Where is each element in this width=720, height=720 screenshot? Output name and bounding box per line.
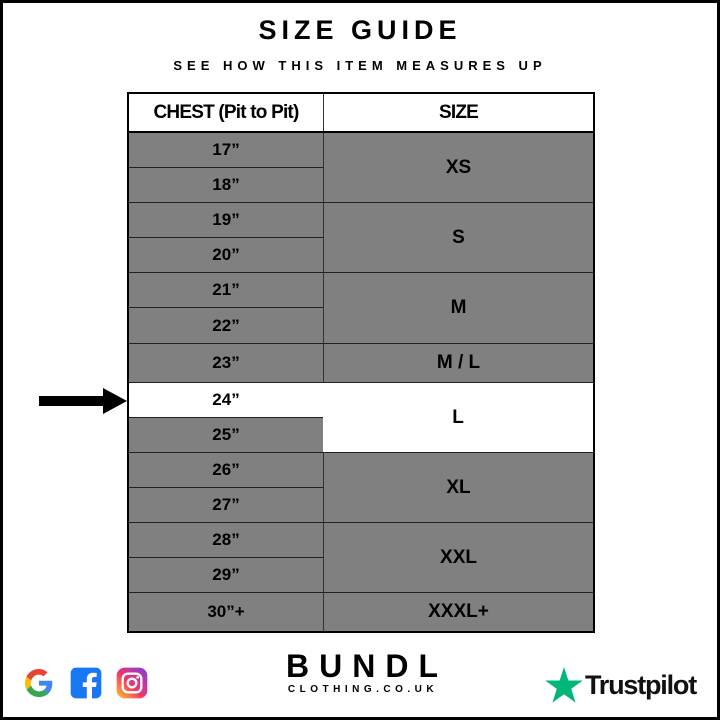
- size-cell: M / L: [324, 344, 593, 383]
- chest-cell: 27”: [129, 488, 324, 523]
- chest-cell: 18”: [129, 168, 324, 203]
- chest-cell: 24”: [129, 383, 324, 418]
- chest-cell: 19”: [129, 203, 324, 238]
- size-cell: XXL: [324, 523, 593, 593]
- chest-cell: 29”: [129, 558, 324, 593]
- google-icon[interactable]: [23, 667, 55, 699]
- trustpilot-star-icon: [545, 667, 583, 703]
- brand-url: CLOTHING.CO.UK: [287, 684, 439, 695]
- chest-cell: 20”: [129, 238, 324, 273]
- size-cell: S: [324, 203, 593, 273]
- size-table: CHEST (Pit to Pit) SIZE 17” 18” 19” 20” 21” 2…: [127, 92, 595, 633]
- header-chest: CHEST (Pit to Pit): [129, 94, 324, 133]
- arrow-right-icon: [39, 388, 127, 414]
- header-size: SIZE: [324, 94, 593, 133]
- trustpilot-logo[interactable]: Trustpilot: [545, 667, 697, 703]
- page-subtitle: SEE HOW THIS ITEM MEASURES UP: [173, 58, 547, 73]
- chest-cell: 28”: [129, 523, 324, 558]
- chest-cell: 22”: [129, 308, 324, 344]
- instagram-icon[interactable]: [116, 667, 148, 699]
- chest-cell: 21”: [129, 273, 324, 308]
- chest-cell: 30”+: [129, 593, 324, 631]
- size-cell: M: [324, 273, 593, 344]
- trustpilot-label: Trustpilot: [585, 669, 697, 700]
- brand-name: BUNDL: [286, 648, 448, 684]
- chest-cell: 26”: [129, 453, 324, 488]
- size-cell: L: [323, 383, 593, 453]
- chest-cell: 17”: [129, 133, 324, 168]
- chest-cell: 23”: [129, 344, 324, 383]
- size-cell: XXXL+: [324, 593, 593, 631]
- facebook-icon[interactable]: [70, 667, 102, 699]
- chest-cell: 25”: [129, 418, 324, 453]
- brand-logo: BUNDL CLOTHING.CO.UK: [273, 650, 453, 695]
- size-cell: XL: [324, 453, 593, 523]
- size-cell: XS: [324, 133, 593, 203]
- page-title: SIZE GUIDE: [258, 15, 462, 45]
